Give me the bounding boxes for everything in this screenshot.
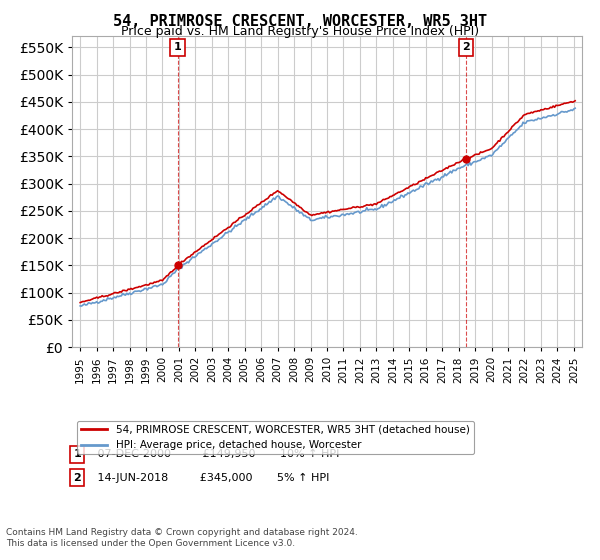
Text: 14-JUN-2018         £345,000       5% ↑ HPI: 14-JUN-2018 £345,000 5% ↑ HPI xyxy=(88,473,329,483)
Text: 54, PRIMROSE CRESCENT, WORCESTER, WR5 3HT: 54, PRIMROSE CRESCENT, WORCESTER, WR5 3H… xyxy=(113,14,487,29)
Text: 1: 1 xyxy=(73,450,81,459)
Text: Price paid vs. HM Land Registry's House Price Index (HPI): Price paid vs. HM Land Registry's House … xyxy=(121,25,479,38)
Text: 1: 1 xyxy=(174,42,181,52)
Text: 2: 2 xyxy=(462,42,470,52)
Text: 07-DEC-2000         £149,950       10% ↑ HPI: 07-DEC-2000 £149,950 10% ↑ HPI xyxy=(88,450,340,459)
Text: Contains HM Land Registry data © Crown copyright and database right 2024.
This d: Contains HM Land Registry data © Crown c… xyxy=(6,528,358,548)
Text: 2: 2 xyxy=(73,473,81,483)
Legend: 54, PRIMROSE CRESCENT, WORCESTER, WR5 3HT (detached house), HPI: Average price, : 54, PRIMROSE CRESCENT, WORCESTER, WR5 3H… xyxy=(77,421,474,454)
